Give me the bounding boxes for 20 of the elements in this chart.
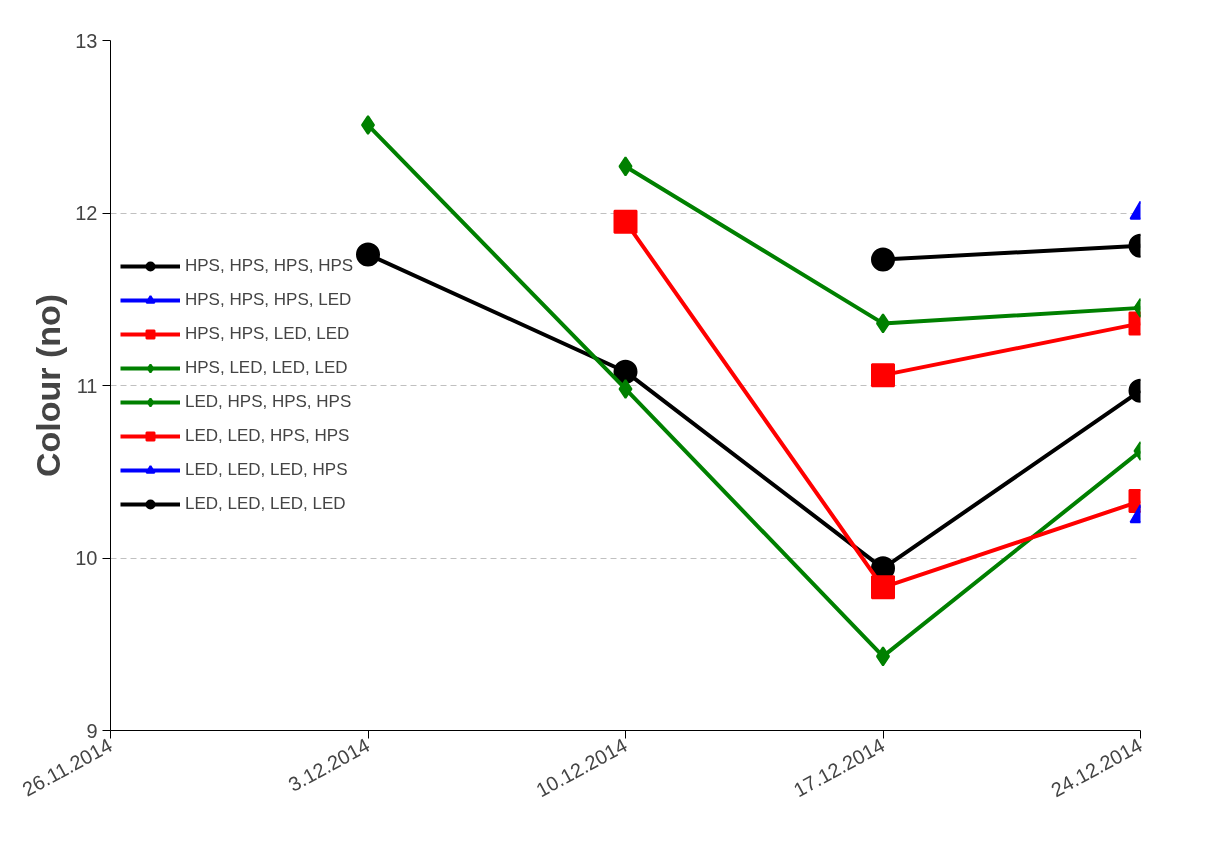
y-axis-title: Colour (no): [29, 293, 68, 478]
point: [618, 378, 633, 399]
legend-label: HPS, HPS, HPS, LED: [185, 290, 352, 310]
legend-label: LED, LED, HPS, HPS: [185, 426, 350, 446]
y-tick-label: 9: [86, 719, 98, 742]
legend-label: HPS, LED, LED, LED: [185, 358, 348, 378]
point: [613, 209, 638, 234]
legend-label: HPS, HPS, LED, LED: [185, 324, 350, 344]
point: [356, 242, 380, 267]
legend-label: LED, HPS, HPS, HPS: [185, 392, 352, 412]
y-tick-label: 12: [75, 202, 98, 224]
legend-label: LED, LED, LED, HPS: [185, 460, 348, 480]
y-tick-label: 10: [75, 547, 98, 569]
point: [618, 156, 633, 177]
legend-label: HPS, HPS, HPS, HPS: [185, 256, 354, 276]
point: [613, 359, 638, 384]
point: [871, 575, 895, 600]
y-tick-label: 11: [76, 374, 98, 397]
y-tick-label: 13: [75, 29, 98, 52]
legend-label: LED, LED, LED, LED: [185, 494, 346, 514]
